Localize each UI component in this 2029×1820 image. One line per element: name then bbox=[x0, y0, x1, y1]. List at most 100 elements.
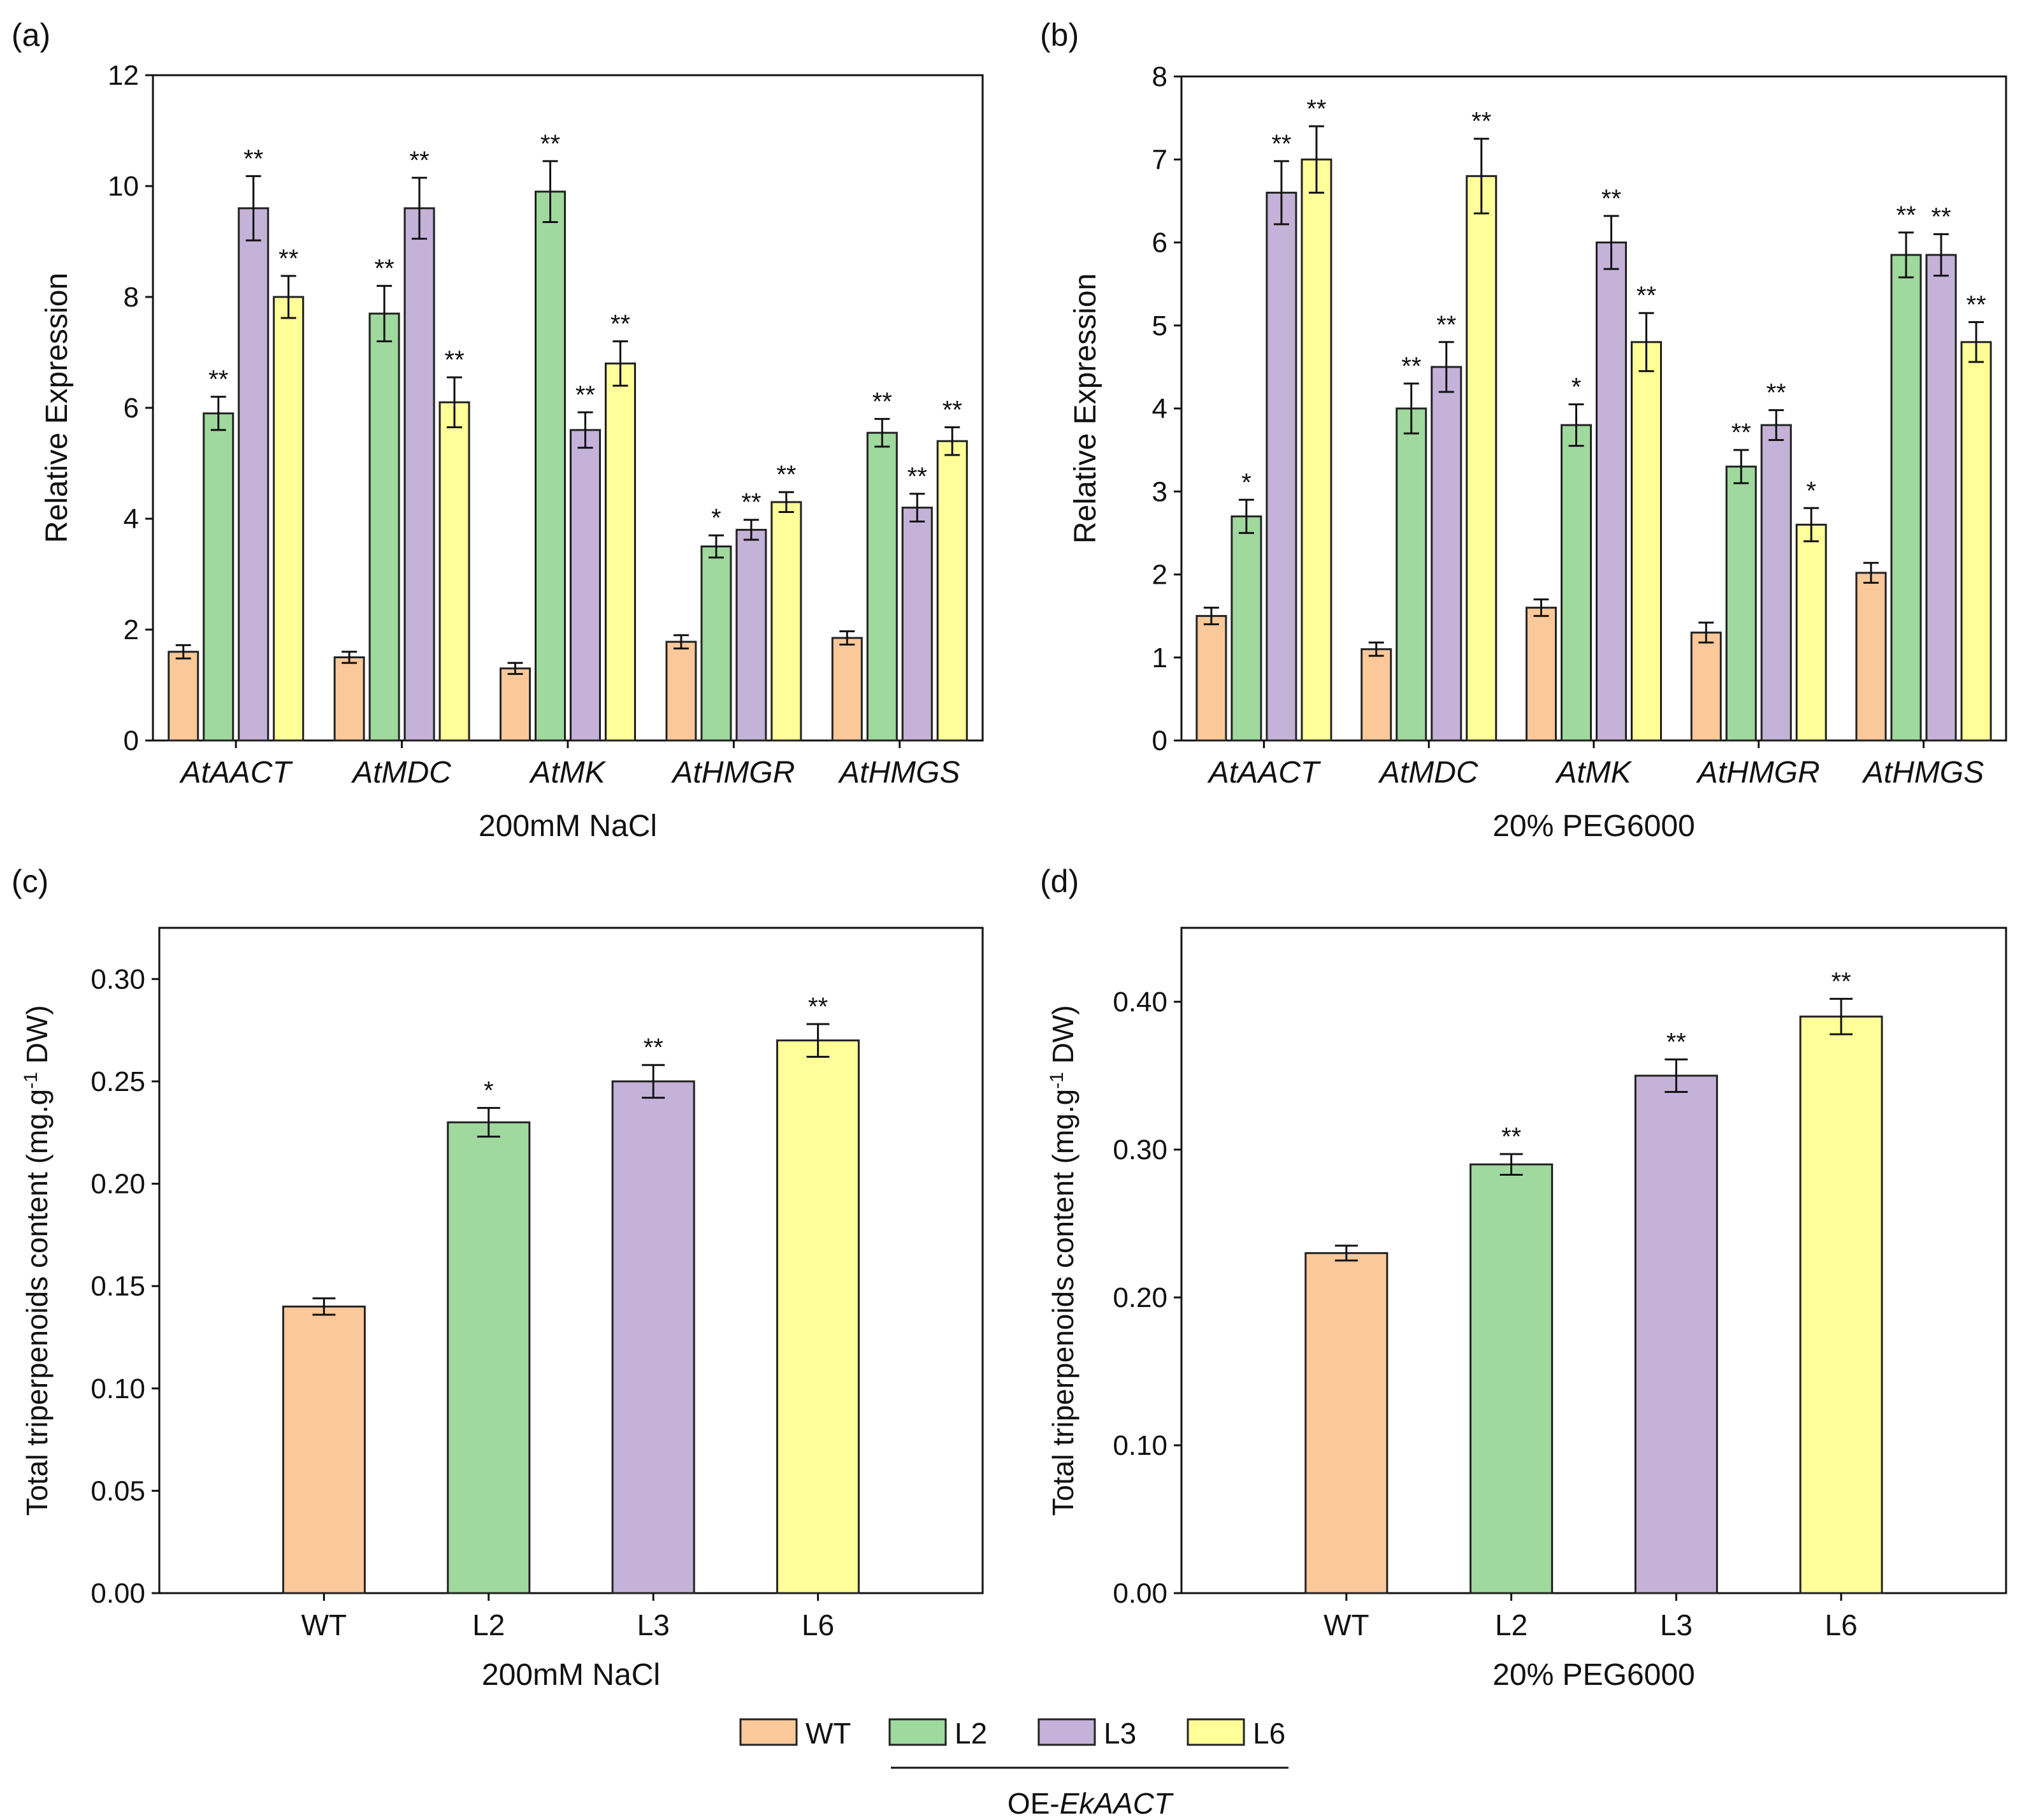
significance-mark: ** bbox=[1932, 203, 1951, 231]
significance-mark: * bbox=[1807, 477, 1817, 505]
x-category-label: L2 bbox=[472, 1608, 505, 1642]
y-tick-label: 8 bbox=[1152, 61, 1167, 92]
x-category-label: AtMK bbox=[1554, 756, 1632, 790]
bar-l6 bbox=[1301, 158, 1332, 742]
bar-l3 bbox=[1634, 1074, 1718, 1594]
bar-wt bbox=[333, 656, 365, 742]
bar-wt bbox=[1855, 572, 1887, 742]
bar-l6 bbox=[605, 362, 636, 742]
chart-c-nacl-triterpenoids: 0.00 0.05 0.10 0.15 0.20 0.25 0.30 WT * L2 ** L3 ** L… bbox=[20, 927, 984, 1692]
bar-l6 bbox=[1795, 523, 1827, 742]
significance-mark: ** bbox=[1896, 201, 1916, 229]
x-category-label: AtAACT bbox=[1207, 756, 1322, 790]
legend-group-prefix: OE- bbox=[1007, 1787, 1060, 1820]
x-category-label: L6 bbox=[802, 1608, 834, 1642]
y-tick-label: 0.00 bbox=[90, 1578, 145, 1609]
bar-l2 bbox=[447, 1121, 531, 1594]
y-axis-title-end: DW) bbox=[20, 1005, 54, 1072]
x-category-label: AtHMGS bbox=[837, 756, 960, 790]
bar-l6 bbox=[273, 296, 305, 742]
significance-mark: ** bbox=[410, 147, 430, 175]
bar-l6 bbox=[1799, 1015, 1883, 1594]
significance-mark: ** bbox=[1601, 185, 1621, 213]
y-tick-label: 8 bbox=[124, 282, 139, 313]
significance-mark: * bbox=[711, 504, 721, 532]
legend-swatch-wt bbox=[739, 1718, 798, 1746]
bar-l2 bbox=[1396, 407, 1427, 742]
x-axis-title: 200mM NaCl bbox=[482, 1658, 660, 1692]
y-axis-title-main: Total triperpenoids content (mg.g bbox=[20, 1089, 54, 1516]
x-category-label: AtHMGS bbox=[1861, 756, 1984, 790]
legend-swatch-l3 bbox=[1037, 1718, 1096, 1746]
significance-mark: ** bbox=[808, 993, 828, 1021]
significance-mark: ** bbox=[1731, 419, 1751, 447]
significance-mark: ** bbox=[1436, 311, 1456, 339]
bar-l3 bbox=[1596, 242, 1627, 742]
bar-wt bbox=[168, 651, 199, 742]
y-tick-label: 3 bbox=[1152, 476, 1167, 507]
x-category-label: L2 bbox=[1495, 1608, 1527, 1642]
bar-l6 bbox=[936, 440, 968, 742]
significance-mark: ** bbox=[1831, 967, 1851, 995]
bar-l3 bbox=[570, 429, 601, 742]
y-tick-label: 12 bbox=[108, 60, 139, 91]
significance-mark: ** bbox=[208, 366, 228, 394]
y-axis-title-end: DW) bbox=[1046, 1005, 1079, 1072]
chart-a-nacl-expression: 024681012AtAACT******AtMDC******AtMK****… bbox=[40, 60, 984, 843]
bar-l6 bbox=[770, 501, 802, 742]
bar-l2 bbox=[203, 412, 235, 742]
significance-mark: ** bbox=[375, 255, 394, 283]
y-tick-label: 1 bbox=[1152, 642, 1167, 674]
significance-mark: ** bbox=[872, 387, 892, 415]
significance-mark: ** bbox=[278, 245, 298, 273]
significance-mark: ** bbox=[644, 1034, 663, 1062]
y-tick-label: 0.30 bbox=[1113, 1134, 1167, 1166]
bar-l2 bbox=[700, 545, 732, 742]
bar-l3 bbox=[611, 1080, 695, 1594]
bar-l3 bbox=[735, 528, 767, 742]
significance-mark: ** bbox=[1471, 108, 1491, 136]
bar-l2 bbox=[1561, 424, 1592, 742]
x-category-label: AtMDC bbox=[350, 756, 451, 790]
legend-group-gene: EkAACT bbox=[1060, 1787, 1174, 1820]
bar-l6 bbox=[776, 1039, 860, 1594]
legend: WT L2 L3 L6 OE-EkAACT bbox=[739, 1717, 1289, 1820]
y-axis-title: Relative Expression bbox=[40, 273, 74, 543]
bar-l3 bbox=[1760, 424, 1792, 742]
y-tick-label: 0 bbox=[124, 725, 139, 756]
y-tick-label: 10 bbox=[108, 171, 139, 202]
y-axis-title-superscript: -1 bbox=[20, 1072, 41, 1089]
y-tick-label: 0.25 bbox=[90, 1066, 145, 1097]
significance-mark: ** bbox=[776, 461, 796, 489]
y-tick-label: 0.20 bbox=[90, 1169, 145, 1200]
y-axis-title: Relative Expression bbox=[1069, 273, 1102, 544]
y-tick-label: 0.05 bbox=[90, 1475, 145, 1506]
significance-mark: ** bbox=[243, 145, 263, 173]
bar-l2 bbox=[866, 431, 898, 742]
y-axis-title: Total triperpenoids content (mg.g-1 DW) bbox=[20, 1005, 54, 1515]
x-category-label: AtHMGR bbox=[670, 756, 795, 790]
significance-mark: ** bbox=[1401, 352, 1421, 380]
significance-mark: ** bbox=[540, 130, 560, 158]
bar-wt bbox=[665, 640, 697, 742]
legend-swatch-l6 bbox=[1187, 1718, 1245, 1746]
panel-label-c: (c) bbox=[11, 863, 48, 899]
significance-mark: ** bbox=[741, 489, 761, 517]
x-category-label: AtMDC bbox=[1378, 756, 1478, 790]
bar-l2 bbox=[1469, 1163, 1554, 1594]
significance-mark: ** bbox=[1766, 379, 1786, 407]
bar-l3 bbox=[238, 207, 270, 742]
panel-label-b: (b) bbox=[1040, 17, 1079, 53]
bar-l2 bbox=[368, 312, 400, 742]
bar-l2 bbox=[535, 191, 566, 742]
y-tick-label: 5 bbox=[1152, 310, 1167, 342]
x-axis-title: 20% PEG6000 bbox=[1492, 1658, 1695, 1692]
significance-mark: * bbox=[1241, 468, 1252, 496]
legend-group-label: OE-EkAACT bbox=[1007, 1787, 1174, 1820]
bar-l2 bbox=[1231, 515, 1262, 742]
significance-mark: ** bbox=[942, 396, 962, 424]
significance-mark: ** bbox=[1636, 282, 1656, 310]
significance-mark: ** bbox=[1271, 130, 1291, 158]
bar-wt bbox=[1690, 632, 1722, 742]
